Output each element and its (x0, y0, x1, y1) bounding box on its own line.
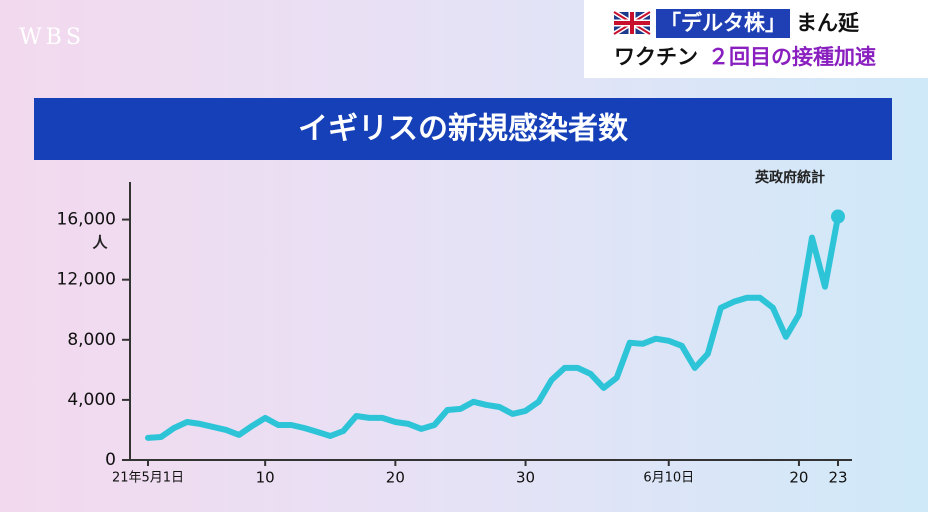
chart-title: イギリスの新規感染者数 (298, 112, 629, 147)
x-tick-label: 6月10日 (643, 471, 694, 486)
y-axis-unit: 人 (92, 234, 108, 252)
x-tick-label: 20 (789, 469, 808, 487)
x-tick-label: 21年5月1日 (112, 471, 184, 486)
headline-text: ワクチン (614, 45, 698, 69)
logo: WBS (19, 25, 85, 50)
y-tick-label: 4,000 (67, 390, 116, 410)
end-point (831, 209, 845, 224)
headline-highlight (656, 9, 790, 38)
x-tick-label: 20 (386, 469, 405, 487)
y-tick-label: 16,000 (57, 210, 116, 230)
x-tick-label: 30 (516, 469, 535, 487)
headline-text: 「デルタ株」 (660, 11, 786, 35)
headline-text: ２回目の接種加速 (708, 45, 876, 69)
y-tick-label: 8,000 (67, 330, 116, 350)
headline-text: まん延 (796, 11, 860, 35)
y-tick-label: 0 (105, 450, 116, 470)
data-line (145, 213, 841, 441)
source: 英政府統計 (754, 169, 825, 186)
uk-flag (612, 9, 652, 37)
x-tick-label: 10 (256, 469, 275, 487)
y-tick-label: 12,000 (57, 270, 116, 290)
title-bar (34, 98, 892, 160)
x-tick-label: 23 (828, 469, 847, 487)
